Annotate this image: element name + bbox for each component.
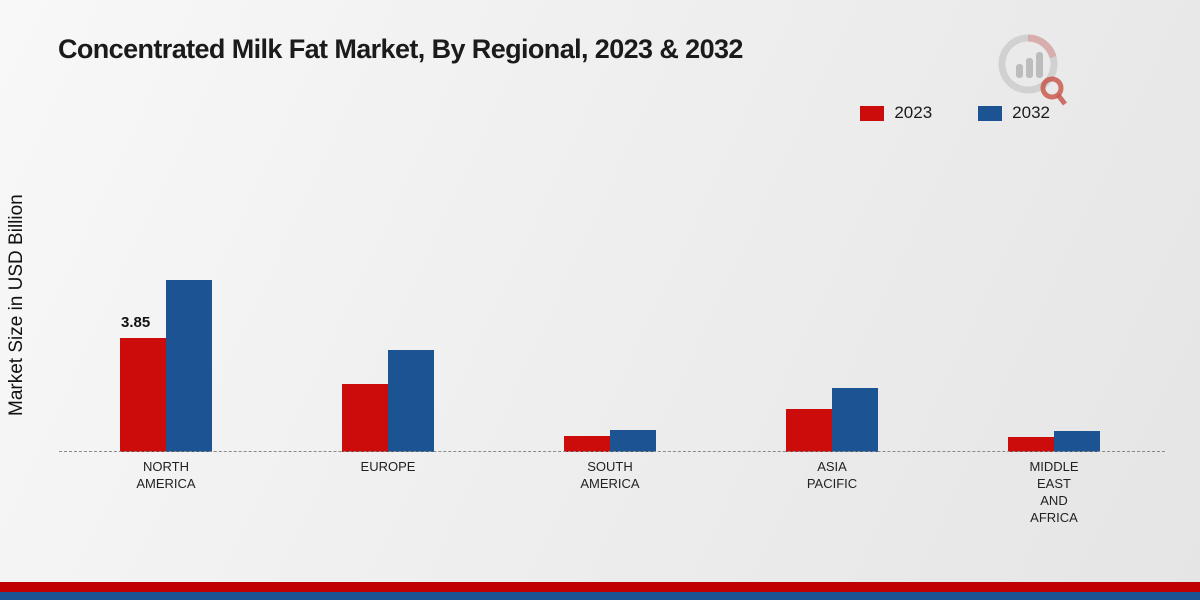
bar-pair: 3.85 xyxy=(120,175,212,452)
bar-2032 xyxy=(166,280,212,452)
category-label: ASIA PACIFIC xyxy=(806,459,858,491)
x-axis-baseline xyxy=(59,451,1165,452)
category-label: NORTH AMERICA xyxy=(136,459,196,491)
bar-2032 xyxy=(610,430,656,452)
bar-pair xyxy=(564,175,656,452)
bar-groups: 3.85 NORTH AMERICA EUROPE SOUTH AMERICA ASIA… xyxy=(55,175,1165,525)
legend-swatch-icon xyxy=(860,105,885,121)
category-label: MIDDLE EAST AND AFRICA xyxy=(1029,459,1079,525)
y-axis-label: Market Size in USD Billion xyxy=(6,194,27,416)
brand-logo-icon xyxy=(998,34,1067,106)
legend-label: 2032 xyxy=(1012,103,1050,122)
bar-group: SOUTH AMERICA xyxy=(499,175,721,491)
footer-stripe-blue xyxy=(0,592,1200,600)
bar-2032 xyxy=(832,388,878,452)
category-label: EUROPE xyxy=(360,459,416,474)
bar-group: ASIA PACIFIC xyxy=(721,175,943,491)
legend: 2023 2032 xyxy=(860,103,1050,123)
plot-area: 3.85 NORTH AMERICA EUROPE SOUTH AMERICA ASIA… xyxy=(55,175,1165,525)
bar-2023: 3.85 xyxy=(120,314,166,452)
bar-2023 xyxy=(564,436,610,452)
bar-2032 xyxy=(388,350,434,452)
legend-swatch-icon xyxy=(978,105,1003,121)
bar-2023 xyxy=(786,409,832,452)
legend-item-2023: 2023 xyxy=(860,103,932,123)
bar-value-label: 3.85 xyxy=(121,314,151,331)
bar-group: MIDDLE EAST AND AFRICA xyxy=(943,175,1165,525)
footer-stripe-red xyxy=(0,582,1200,592)
bar-2032 xyxy=(1054,431,1100,452)
bar-group: EUROPE xyxy=(277,175,499,474)
legend-item-2032: 2032 xyxy=(978,103,1050,123)
chart-title: Concentrated Milk Fat Market, By Regiona… xyxy=(58,34,743,64)
bar-pair xyxy=(342,175,434,452)
category-label: SOUTH AMERICA xyxy=(580,459,640,491)
bar-pair xyxy=(786,175,878,452)
legend-label: 2023 xyxy=(894,103,933,122)
bar-2023 xyxy=(342,384,388,452)
bar-2023 xyxy=(1008,437,1054,452)
bar-pair xyxy=(1008,175,1100,452)
bar-group: 3.85 NORTH AMERICA xyxy=(55,175,277,491)
